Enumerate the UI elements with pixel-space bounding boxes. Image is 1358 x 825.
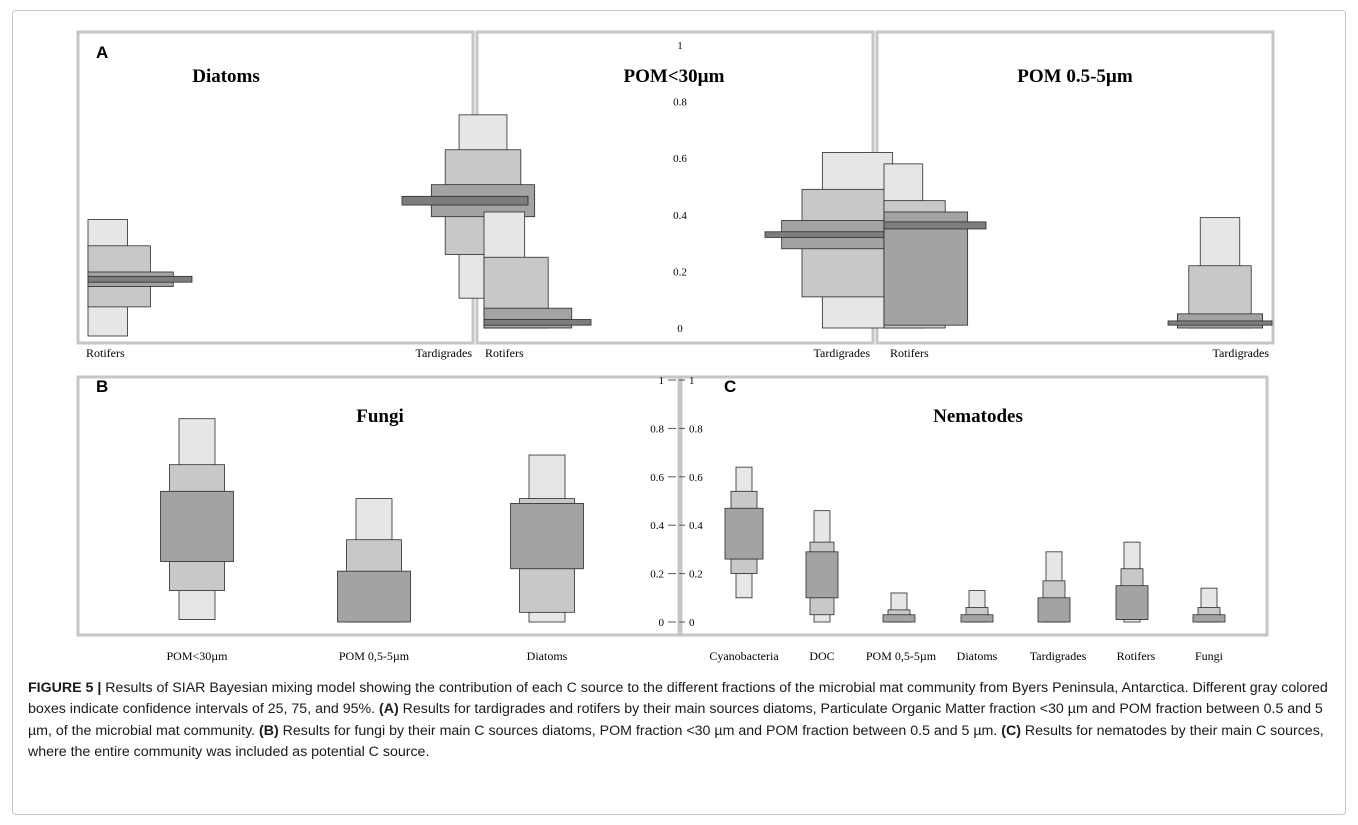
box-pom-0-5-5-m-ci25 — [882, 614, 916, 623]
axis-ticks: 0 0.2 0.4 0.6 0.8 1 0 0.2 0.4 0.6 0.8 1 0 0.2 0.4 0.6 0.… — [650, 40, 703, 629]
category-label-pom-30-m: POM<30µm — [166, 649, 228, 663]
category-label-cyanobacteria: Cyanobacteria — [709, 649, 779, 663]
box-pom-30-m-ci25 — [160, 490, 234, 562]
box-rotifers-median-band — [87, 275, 193, 283]
y-tick-label: 0.8 — [650, 423, 664, 435]
category-label-diatoms: Diatoms — [527, 649, 568, 663]
y-tick-label: 0.4 — [650, 520, 664, 532]
caption-label-a: (A) — [378, 701, 399, 718]
category-label-rotifers: Rotifers — [86, 346, 125, 360]
y-tick-label: 0 — [689, 617, 695, 629]
caption-text-2: Results for tardigrades and rotifers by … — [28, 701, 1323, 739]
category-label-pom-0-5-5-m: POM 0,5-5µm — [866, 649, 937, 663]
panel-title-pom-0-5-5-m: POM 0.5-5µm — [1017, 66, 1133, 87]
box-tardigrades-median-band — [1167, 320, 1273, 326]
y-tick-label: 0 — [677, 323, 683, 335]
caption-text-4: Results for nematodes by their main C so… — [28, 722, 1324, 760]
panel-frame-5 — [679, 375, 1269, 637]
category-label-doc: DOC — [809, 649, 834, 663]
y-tick-label: 0.6 — [673, 153, 687, 165]
y-tick-label: 0.2 — [689, 569, 703, 581]
category-label-fungi: Fungi — [1195, 649, 1224, 663]
y-tick-label: 0.8 — [673, 97, 687, 109]
y-tick-label: 0.8 — [689, 423, 703, 435]
figure-caption: FIGURE 5 | Results of SIAR Bayesian mixi… — [28, 678, 1333, 763]
caption-text-3: Results for fungi by their main C source… — [278, 722, 1002, 739]
box-pom-0-5-5-m-ci25 — [337, 570, 411, 623]
panel-frame-4 — [76, 375, 681, 637]
y-tick-label: 0.4 — [673, 210, 687, 222]
y-tick-label: 0.6 — [689, 472, 703, 484]
y-tick-label: 0.2 — [673, 266, 687, 278]
box-rotifers-ci25 — [883, 211, 969, 326]
box-layers — [87, 114, 1273, 623]
box-rotifers-median-band — [483, 319, 592, 326]
caption-label-c: (C) — [1001, 722, 1021, 739]
box-diatoms-ci25 — [960, 614, 994, 623]
y-tick-label: 1 — [677, 40, 683, 52]
category-label-tardigrades: Tardigrades — [1213, 346, 1270, 360]
category-label-rotifers: Rotifers — [890, 346, 929, 360]
y-tick-label: 1 — [659, 375, 665, 387]
box-cyanobacteria-ci25 — [724, 507, 764, 560]
caption-label-b: (B) — [259, 722, 279, 739]
y-tick-label: 0.6 — [650, 472, 664, 484]
panel-label-a: A — [96, 43, 108, 62]
category-label-tardigrades: Tardigrades — [1030, 649, 1087, 663]
category-label-tardigrades: Tardigrades — [814, 346, 871, 360]
category-label-pom-0-5-5-m: POM 0,5-5µm — [339, 649, 410, 663]
box-doc-ci25 — [805, 551, 839, 599]
panel-title-nematodes: Nematodes — [933, 406, 1023, 427]
panel-title-fungi: Fungi — [356, 406, 404, 427]
y-tick-label: 0.2 — [650, 569, 664, 581]
category-label-tardigrades: Tardigrades — [416, 346, 473, 360]
panel-label-c: C — [724, 377, 736, 396]
y-tick-label: 0 — [659, 617, 665, 629]
box-fungi-ci25 — [1192, 614, 1226, 623]
figure-chart: 0 0.2 0.4 0.6 0.8 1 0 0.2 0.4 0.6 0.8 1 0 0.2 0.4 0.6 0.… — [76, 30, 1275, 663]
box-rotifers-median-band — [883, 221, 987, 230]
y-tick-label: 0.4 — [689, 520, 703, 532]
y-tick-label: 1 — [689, 375, 695, 387]
panel-label-b: B — [96, 377, 108, 396]
panel-title-diatoms: Diatoms — [192, 66, 260, 87]
box-tardigrades-median-band — [401, 195, 529, 206]
panel-title-pom-30-m: POM<30µm — [624, 66, 725, 87]
box-tardigrades-ci25 — [1037, 597, 1071, 623]
caption-label: FIGURE 5 | — [28, 680, 102, 696]
box-rotifers-ci25 — [1115, 585, 1149, 620]
text-layer: Diatoms A Rotifers Tardigrades POM<30µm Rotif… — [86, 43, 1269, 663]
category-label-rotifers: Rotifers — [1117, 649, 1156, 663]
figure-frame — [12, 10, 1346, 815]
category-label-rotifers: Rotifers — [485, 346, 524, 360]
caption-text-1: Results of SIAR Bayesian mixing model sh… — [28, 680, 1328, 718]
category-label-diatoms: Diatoms — [957, 649, 998, 663]
panel-frames — [76, 30, 1275, 637]
box-diatoms-ci25 — [510, 503, 584, 570]
